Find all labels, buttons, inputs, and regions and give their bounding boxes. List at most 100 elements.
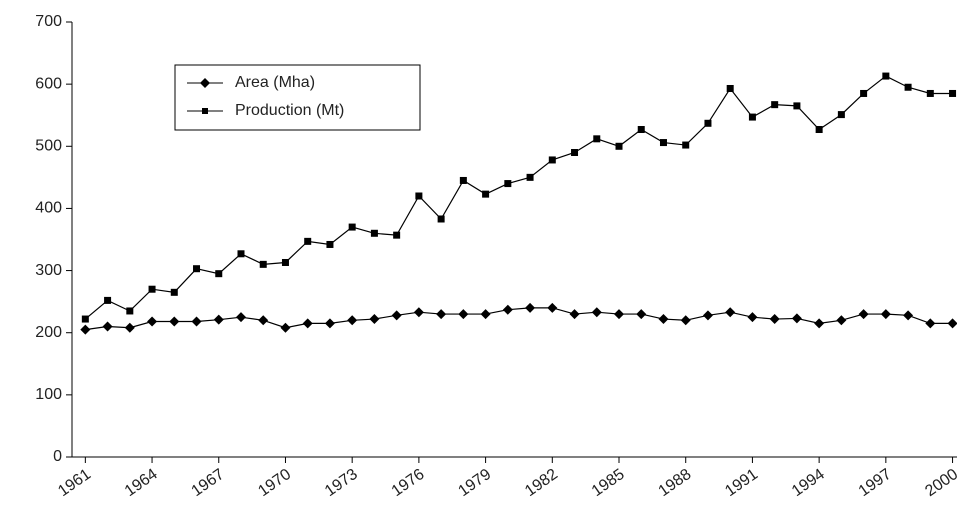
legend-box xyxy=(174,64,421,131)
marker xyxy=(458,309,469,320)
marker xyxy=(213,314,224,325)
marker xyxy=(281,258,289,266)
marker xyxy=(682,141,690,149)
marker xyxy=(324,318,335,329)
series-line xyxy=(85,307,953,331)
marker xyxy=(191,316,202,327)
marker xyxy=(926,89,934,97)
y-tick-label: 700 xyxy=(35,13,62,30)
marker xyxy=(437,215,445,223)
marker xyxy=(436,309,447,320)
marker xyxy=(237,250,245,258)
y-tick-label: 400 xyxy=(35,200,62,217)
marker xyxy=(949,89,957,97)
marker xyxy=(348,223,356,231)
x-tick-label: 1979 xyxy=(455,466,494,500)
marker xyxy=(369,314,380,325)
marker xyxy=(102,321,113,332)
marker xyxy=(504,180,512,188)
x-tick-label: 1994 xyxy=(789,466,828,500)
marker xyxy=(235,312,246,323)
marker xyxy=(193,265,201,273)
y-tick-label: 0 xyxy=(53,448,62,465)
marker xyxy=(882,72,890,80)
marker xyxy=(258,315,269,326)
marker xyxy=(526,173,534,181)
marker xyxy=(904,83,912,91)
marker xyxy=(126,307,134,315)
y-tick-label: 100 xyxy=(35,386,62,403)
marker xyxy=(880,309,891,320)
marker xyxy=(793,102,801,110)
marker xyxy=(124,322,135,333)
marker xyxy=(459,176,467,184)
marker xyxy=(726,84,734,92)
legend-marker xyxy=(202,108,208,114)
series-line xyxy=(84,75,953,320)
marker xyxy=(148,285,156,293)
x-tick-label: 1967 xyxy=(189,466,228,500)
marker xyxy=(347,315,358,326)
marker xyxy=(837,111,845,119)
marker xyxy=(571,149,579,156)
marker xyxy=(80,324,91,335)
y-tick-label: 200 xyxy=(35,324,62,341)
marker xyxy=(215,270,223,278)
marker xyxy=(502,304,513,315)
marker xyxy=(860,89,868,97)
marker xyxy=(391,310,402,321)
x-tick-label: 1988 xyxy=(656,466,695,500)
marker xyxy=(415,192,423,200)
marker xyxy=(81,315,89,323)
marker xyxy=(748,113,756,121)
x-tick-label: 1964 xyxy=(122,466,161,500)
y-tick-label: 500 xyxy=(35,138,62,155)
marker xyxy=(280,322,291,333)
marker xyxy=(413,307,424,318)
marker xyxy=(947,318,957,329)
x-tick-label: 1970 xyxy=(255,466,294,500)
x-tick-label: 1982 xyxy=(522,466,561,500)
marker xyxy=(614,309,625,320)
x-tick-label: 1961 xyxy=(55,466,94,500)
x-tick-label: 1985 xyxy=(589,466,628,500)
x-tick-label: 1973 xyxy=(322,466,361,500)
legend-marker xyxy=(200,78,210,88)
marker xyxy=(393,231,401,239)
marker xyxy=(836,315,847,326)
marker xyxy=(725,307,736,318)
y-tick-label: 300 xyxy=(35,262,62,279)
marker xyxy=(569,309,580,320)
y-tick-label: 600 xyxy=(35,75,62,92)
marker xyxy=(658,314,669,325)
marker xyxy=(704,119,712,127)
marker xyxy=(637,126,645,134)
marker xyxy=(547,302,558,313)
marker xyxy=(747,312,758,323)
legend-label: Area (Mha) xyxy=(235,74,315,91)
marker xyxy=(480,309,491,320)
x-tick-label: 2000 xyxy=(922,466,957,500)
marker xyxy=(525,302,536,313)
marker xyxy=(169,316,180,327)
marker xyxy=(903,310,914,321)
marker xyxy=(170,288,178,296)
marker xyxy=(925,318,936,329)
marker xyxy=(326,240,334,248)
marker xyxy=(702,310,713,321)
marker xyxy=(302,318,313,329)
legend-label: Production (Mt) xyxy=(235,102,344,119)
marker xyxy=(791,313,802,324)
marker xyxy=(304,237,312,245)
marker xyxy=(370,229,378,237)
marker xyxy=(259,260,267,268)
x-tick-label: 1976 xyxy=(389,466,428,500)
marker xyxy=(104,296,112,304)
marker xyxy=(615,142,623,150)
marker xyxy=(659,139,667,147)
marker xyxy=(858,309,869,320)
marker xyxy=(591,307,602,318)
marker xyxy=(482,190,490,198)
marker xyxy=(680,315,691,326)
